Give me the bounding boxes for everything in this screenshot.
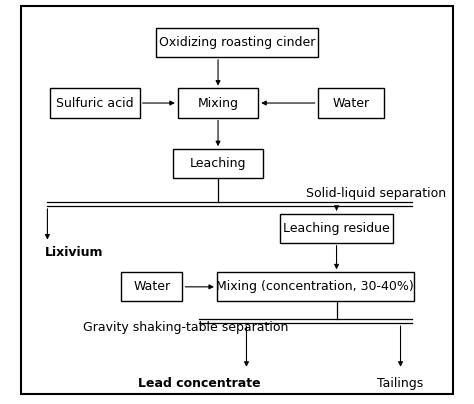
Text: Oxidizing roasting cinder: Oxidizing roasting cinder	[159, 36, 315, 49]
Bar	[156, 28, 318, 57]
Text: Water: Water	[332, 97, 369, 109]
Text: Mixing: Mixing	[198, 97, 238, 109]
Text: Lead concentrate: Lead concentrate	[138, 377, 260, 390]
Bar	[121, 272, 182, 301]
Text: Mixing (concentration, 30-40%): Mixing (concentration, 30-40%)	[216, 280, 414, 293]
Bar	[173, 149, 263, 178]
Text: Water: Water	[133, 280, 170, 293]
Text: Gravity shaking-table separation: Gravity shaking-table separation	[83, 321, 288, 334]
Bar	[280, 214, 393, 243]
Text: Leaching residue: Leaching residue	[283, 222, 390, 235]
Bar	[217, 272, 413, 301]
Text: Sulfuric acid: Sulfuric acid	[56, 97, 134, 109]
Text: Solid-liquid separation: Solid-liquid separation	[306, 187, 446, 200]
Bar	[50, 88, 140, 118]
Bar	[318, 88, 384, 118]
Text: Lixivium: Lixivium	[45, 246, 103, 259]
Text: Tailings: Tailings	[377, 377, 424, 390]
Text: Leaching: Leaching	[190, 157, 246, 170]
Bar	[178, 88, 258, 118]
